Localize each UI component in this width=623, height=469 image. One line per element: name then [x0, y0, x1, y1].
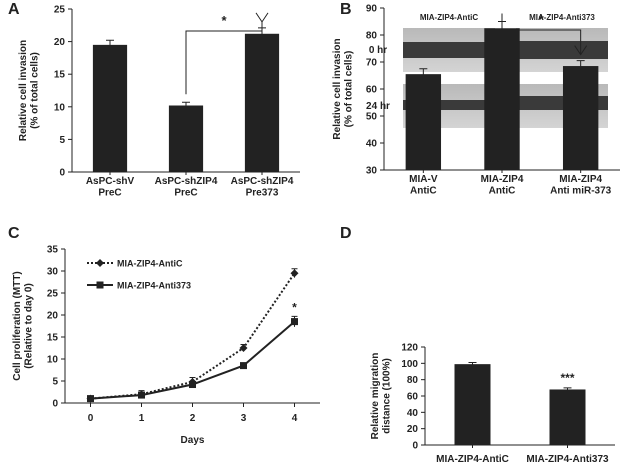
bar: [168, 105, 204, 172]
y-tick-label: 5: [59, 135, 65, 146]
bar: [562, 66, 599, 170]
image-row-label: 0 hr: [369, 45, 387, 56]
bar: [484, 28, 520, 170]
x-tick-label: AsPC-shZIP4 PreC: [155, 176, 218, 199]
error-bar: [182, 101, 190, 109]
y-tick-label: 25: [54, 5, 66, 16]
y-tick-label: 25: [47, 289, 59, 300]
y-tick-label: 20: [54, 37, 66, 48]
y-tick-label: 50: [366, 112, 378, 123]
marker: [87, 395, 94, 403]
significance-label: *: [292, 300, 297, 314]
x-tick-label: AsPC-shZIP4 Pre373: [231, 176, 294, 199]
legend-label: MIA-ZIP4-AntiC: [117, 259, 183, 269]
x-tick-label: 2: [190, 413, 196, 424]
y-axis-label: Cell proliferation (MTT)(Relative to day…: [12, 271, 35, 380]
image-column-label: MIA-ZIP4-Anti373: [529, 13, 595, 22]
bar: [92, 44, 128, 172]
y-tick-label: 90: [366, 4, 378, 15]
y-tick-label: 0: [412, 441, 418, 452]
y-tick-label: 30: [47, 267, 59, 278]
legend-marker: [96, 259, 104, 267]
y-tick-label: 20: [47, 311, 59, 322]
y-tick-label: 80: [366, 31, 378, 42]
y-tick-label: 120: [401, 343, 418, 354]
y-tick-label: 60: [366, 85, 378, 96]
image-row-label: 24 hr: [366, 101, 390, 112]
y-tick-label: 40: [366, 139, 378, 150]
x-tick-label: AsPC-shV PreC: [86, 176, 135, 199]
x-tick-label: 0: [88, 413, 94, 424]
y-tick-label: 5: [52, 377, 58, 388]
bracket-arrow: [255, 12, 269, 23]
bar: [244, 33, 280, 172]
y-axis-label: Relative cell invasion(% of total cells): [18, 40, 41, 141]
y-tick-label: 15: [54, 70, 66, 81]
y-tick-label: 70: [366, 58, 378, 69]
panel-label: B: [340, 1, 352, 18]
x-tick-label: 4: [292, 413, 298, 424]
y-tick-label: 0: [59, 168, 65, 179]
marker: [138, 391, 145, 399]
wound-band: [403, 100, 495, 110]
y-axis-label: Relative cell invasion(% of total cells): [332, 38, 355, 139]
x-axis-label: Days: [181, 435, 205, 446]
marker: [239, 344, 248, 352]
panel-label: A: [8, 1, 20, 18]
error-bar: [419, 68, 428, 80]
significance-bracket: [185, 21, 263, 95]
x-tick-label: MIA-ZIP4-AntiC: [436, 454, 509, 465]
y-axis-label: Relative migrationdistance (100%): [370, 353, 393, 440]
y-tick-label: 10: [47, 355, 59, 366]
wound-band: [516, 41, 608, 59]
wound-band: [403, 42, 495, 58]
marker: [189, 381, 196, 389]
y-tick-label: 35: [47, 245, 59, 256]
error-bar: [106, 39, 114, 50]
marker: [291, 318, 298, 326]
significance-label: *: [221, 13, 227, 28]
x-tick-label: 1: [139, 413, 145, 424]
bracket-arrow: [574, 45, 588, 56]
bar: [454, 364, 491, 445]
panel-label: D: [340, 225, 352, 242]
y-tick-label: 60: [407, 392, 419, 403]
error-bar: [468, 362, 477, 366]
y-tick-label: 20: [407, 424, 419, 435]
y-tick-label: 0: [52, 399, 58, 410]
panel-label: C: [8, 225, 20, 242]
y-tick-label: 10: [54, 102, 66, 113]
error-bar: [576, 60, 585, 72]
marker: [290, 269, 299, 278]
significance-bracket: [501, 13, 582, 55]
x-tick-label: MIA-ZIP4 Anti miR-373: [550, 174, 612, 197]
legend-label: MIA-ZIP4-Anti373: [117, 281, 191, 291]
legend-marker: [96, 281, 104, 289]
x-tick-label: MIA-ZIP4-Anti373: [526, 454, 609, 465]
y-tick-label: 100: [401, 359, 418, 370]
significance-label: *: [539, 12, 545, 27]
bar: [405, 74, 442, 170]
error-bar: [563, 387, 572, 392]
y-tick-label: 30: [366, 166, 378, 177]
bar: [549, 389, 586, 445]
x-tick-label: 3: [241, 413, 247, 424]
y-tick-label: 80: [407, 375, 419, 386]
y-tick-label: 15: [47, 333, 59, 344]
x-tick-label: MIA-ZIP4 AntiC: [481, 174, 524, 197]
y-tick-label: 40: [407, 408, 419, 419]
marker: [240, 362, 247, 370]
image-column-label: MIA-ZIP4-AntiC: [420, 13, 478, 22]
x-tick-label: MIA-V AntiC: [409, 174, 438, 197]
significance-label: ***: [560, 371, 574, 385]
